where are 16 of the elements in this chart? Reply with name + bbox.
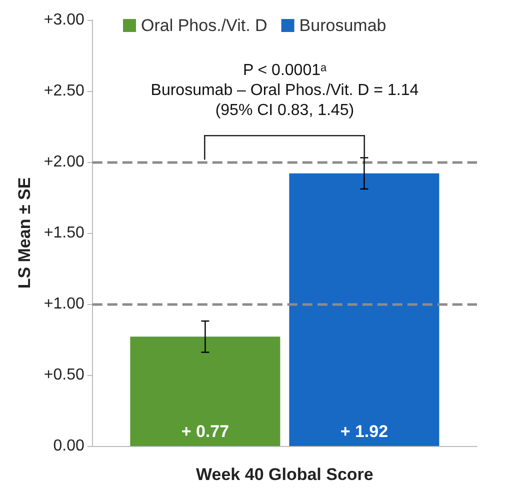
y-tick-label: 0.00: [53, 438, 84, 454]
x-axis-title: Week 40 Global Score: [196, 465, 374, 484]
data-label: + 1.92: [340, 422, 388, 441]
y-tick-label: +2.00: [44, 154, 84, 170]
y-tick-label: +1.00: [44, 296, 84, 312]
data-label: + 0.77: [181, 422, 230, 441]
y-axis-title: LS Mean ± SE: [15, 177, 34, 289]
y-tick-label: +3.00: [44, 12, 84, 28]
legend-label: Burosumab: [299, 16, 386, 35]
annotation: P < 0.0001ᵃ: [242, 62, 328, 79]
y-tick-label: +1.50: [44, 224, 84, 242]
annotation: (95% CI 0.83, 1.45): [215, 102, 354, 119]
annotation: Burosumab – Oral Phos./Vit. D = 1.14: [150, 82, 419, 99]
y-tick-label: +0.50: [44, 366, 84, 384]
y-tick-label: +2.50: [44, 82, 84, 100]
legend-label: Oral Phos./Vit. D: [141, 16, 268, 35]
